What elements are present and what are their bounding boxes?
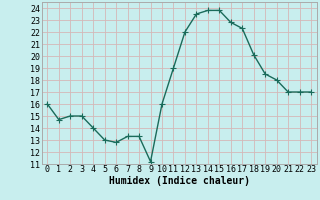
X-axis label: Humidex (Indice chaleur): Humidex (Indice chaleur)	[109, 176, 250, 186]
